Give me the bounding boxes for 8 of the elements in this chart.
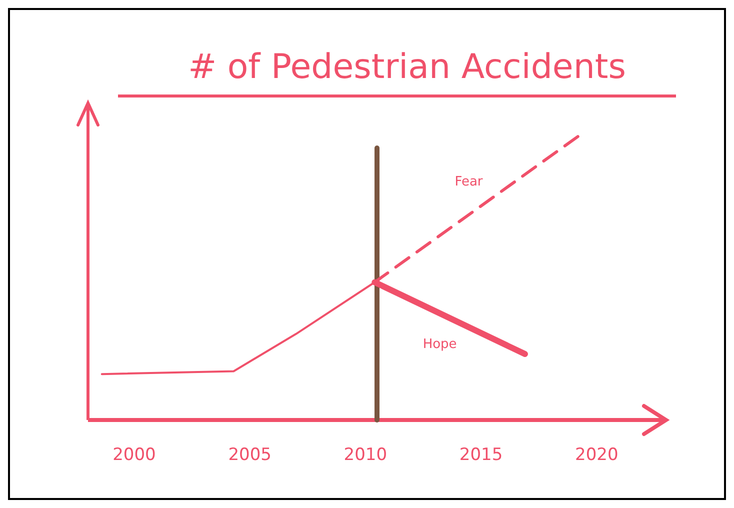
series-label: Hope [422, 337, 457, 352]
x-tick-label: 2000 [112, 445, 156, 465]
x-tick-label: 2005 [228, 445, 272, 465]
chart-title: # of Pedestrian Accidents [188, 47, 626, 87]
series-label: Fear [454, 174, 484, 190]
x-tick-label: 2020 [575, 445, 618, 465]
x-tick-label: 2010 [344, 445, 388, 465]
x-tick-label: 2015 [459, 445, 503, 465]
